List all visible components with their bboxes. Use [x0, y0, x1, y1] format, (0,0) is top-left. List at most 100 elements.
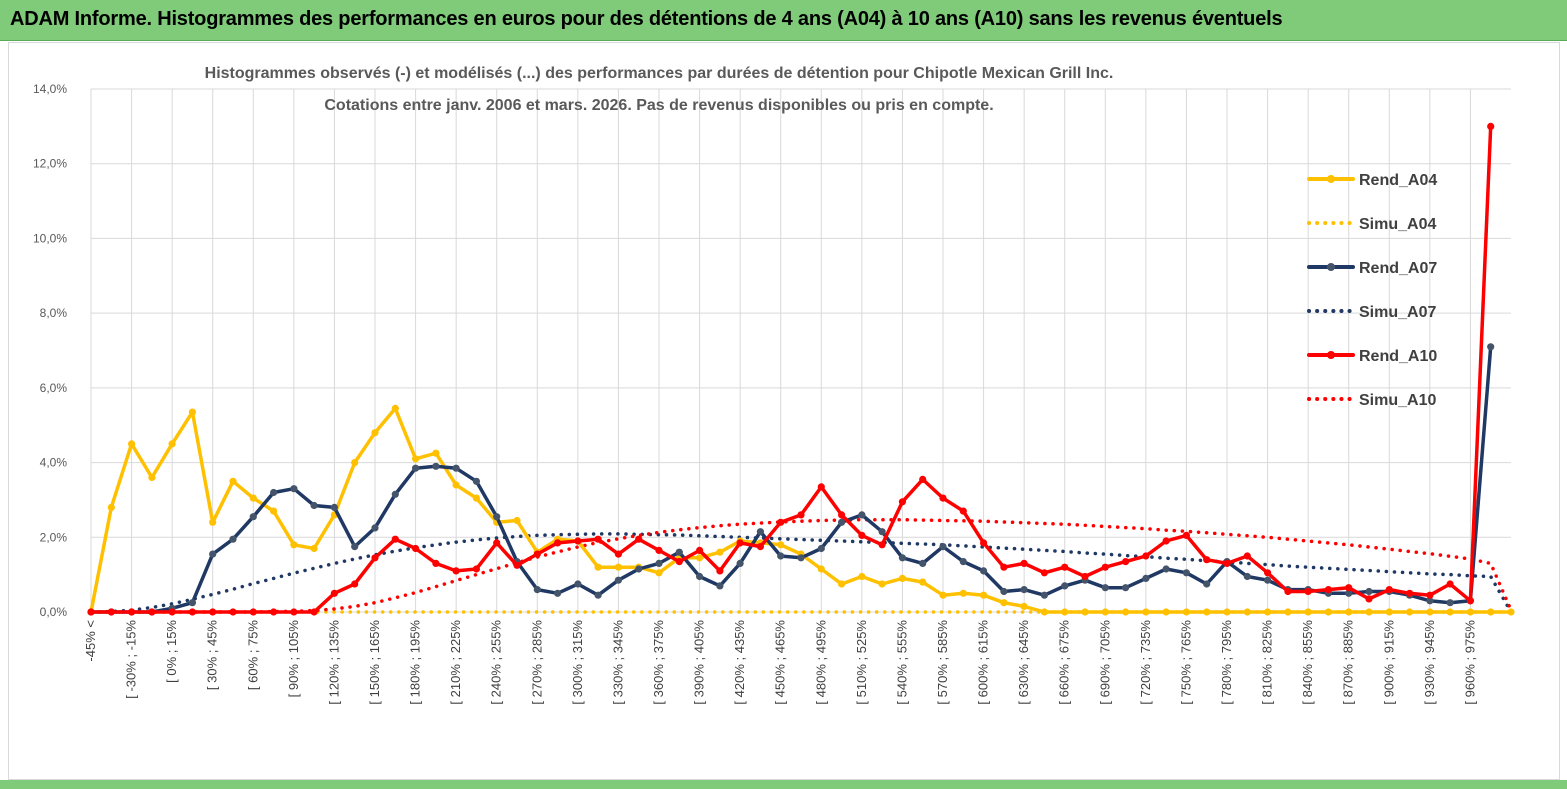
data-point-rend-a07 — [391, 490, 399, 498]
y-tick-label: 2,0% — [40, 530, 68, 544]
data-point-rend-a07 — [412, 464, 420, 472]
data-point-rend-a07 — [249, 513, 257, 521]
data-point-rend-a10 — [1304, 587, 1312, 596]
y-tick-label: 12,0% — [33, 157, 67, 171]
y-tick-label: 8,0% — [40, 306, 68, 320]
data-point-rend-a10 — [1061, 563, 1069, 571]
data-point-rend-a04 — [391, 404, 399, 412]
data-point-rend-a10 — [736, 539, 744, 547]
x-tick-label: [ 810% ; 825% — [1260, 620, 1275, 705]
data-point-rend-a07 — [838, 518, 846, 526]
x-tick-label: [ 630% ; 645% — [1016, 620, 1031, 705]
data-point-rend-a10 — [1426, 591, 1434, 599]
data-point-rend-a10 — [168, 608, 176, 616]
x-tick-label: [ 900% ; 915% — [1381, 620, 1396, 705]
data-point-rend-a10 — [1182, 531, 1190, 539]
data-point-rend-a04 — [716, 548, 724, 556]
data-point-rend-a10 — [229, 608, 237, 616]
data-point-rend-a10 — [939, 494, 947, 502]
data-point-rend-a10 — [432, 559, 440, 568]
data-point-rend-a04 — [1000, 599, 1008, 607]
data-point-rend-a10 — [1487, 122, 1495, 130]
chart-svg: 0,0% 2,0% 4,0% 6,0% 8,0% 10,0% 12,0% 14,0% -45%… — [33, 65, 1515, 705]
data-point-rend-a04 — [939, 591, 947, 599]
data-point-rend-a10 — [1223, 559, 1231, 568]
data-point-rend-a04 — [838, 580, 846, 588]
legend-label-simu-a10: Simu_A10 — [1359, 392, 1436, 409]
data-point-rend-a07 — [939, 543, 947, 551]
data-point-rend-a04 — [188, 408, 196, 416]
data-point-rend-a07 — [290, 485, 298, 493]
data-point-rend-a07 — [310, 501, 318, 510]
data-point-rend-a04 — [1446, 608, 1454, 616]
data-point-rend-a10 — [1284, 587, 1292, 596]
data-point-rend-a10 — [493, 539, 501, 547]
data-point-rend-a10 — [696, 546, 704, 554]
x-tick-label: [ 210% ; 225% — [448, 620, 463, 705]
x-tick-label: [ 750% ; 765% — [1178, 620, 1193, 705]
y-tick-label: 10,0% — [33, 231, 67, 245]
data-point-rend-a10 — [797, 511, 805, 519]
data-point-rend-a04 — [1122, 608, 1130, 616]
data-point-rend-a04 — [209, 518, 217, 526]
data-point-rend-a10 — [878, 541, 886, 549]
data-point-rend-a04 — [1061, 608, 1069, 616]
y-tick-label: 0,0% — [40, 605, 68, 619]
data-point-rend-a10 — [148, 608, 156, 616]
data-point-rend-a04 — [432, 449, 440, 457]
data-point-rend-a07 — [635, 565, 643, 573]
data-point-rend-a04 — [1040, 608, 1048, 616]
data-point-rend-a04 — [168, 440, 176, 448]
data-point-rend-a04 — [128, 440, 136, 448]
data-point-rend-a10 — [756, 543, 765, 551]
data-point-rend-a10 — [1203, 556, 1211, 564]
data-point-rend-a10 — [1101, 563, 1109, 571]
data-point-rend-a10 — [1142, 552, 1150, 560]
data-point-rend-a04 — [1142, 608, 1150, 616]
data-point-rend-a10 — [128, 608, 136, 616]
y-tick-label: 6,0% — [40, 381, 68, 395]
data-point-rend-a10 — [1162, 537, 1170, 545]
data-point-rend-a04 — [614, 563, 623, 571]
data-point-rend-a07 — [777, 552, 785, 560]
data-point-rend-a10 — [1122, 558, 1130, 566]
data-point-rend-a10 — [1345, 584, 1353, 592]
x-tick-label: [ 780% ; 795% — [1219, 620, 1234, 705]
data-point-rend-a07 — [1243, 572, 1251, 581]
data-point-rend-a04 — [878, 580, 886, 588]
data-point-rend-a10 — [290, 608, 298, 616]
x-tick-label: [ 270% ; 285% — [529, 620, 544, 705]
data-point-rend-a07 — [330, 503, 338, 511]
x-tick-label: [ 390% ; 405% — [692, 620, 707, 705]
series-line-simu-a07 — [89, 532, 1513, 614]
legend-marker — [1327, 263, 1335, 271]
data-point-rend-a10 — [87, 608, 95, 616]
data-point-rend-a04 — [1426, 608, 1434, 616]
data-point-rend-a04 — [472, 494, 480, 502]
chart-subtitle: Cotations entre janv. 2006 et mars. 2026… — [324, 97, 993, 114]
data-point-rend-a07 — [817, 544, 825, 553]
data-point-rend-a10 — [472, 565, 480, 573]
x-tick-label: [ 660% ; 675% — [1057, 620, 1072, 705]
data-point-rend-a10 — [1324, 586, 1332, 594]
data-point-rend-a04 — [777, 541, 785, 549]
x-tick-label: [ 930% ; 945% — [1422, 620, 1437, 705]
data-point-rend-a04 — [229, 477, 237, 485]
data-point-rend-a07 — [959, 558, 967, 566]
data-point-rend-a07 — [1264, 576, 1272, 584]
data-point-rend-a04 — [1385, 608, 1393, 616]
x-tick-label: [ 540% ; 555% — [894, 620, 909, 705]
data-point-rend-a10 — [249, 608, 257, 616]
data-point-rend-a10 — [614, 550, 623, 558]
x-tick-label: [ 480% ; 495% — [813, 620, 828, 705]
data-point-rend-a07 — [878, 528, 886, 536]
data-point-rend-a10 — [1385, 586, 1393, 594]
data-point-rend-a04 — [1243, 608, 1251, 616]
data-point-rend-a10 — [574, 537, 582, 545]
x-tick-label: [ 450% ; 465% — [773, 620, 788, 705]
data-point-rend-a10 — [107, 608, 115, 616]
data-point-rend-a04 — [1223, 608, 1231, 616]
data-point-rend-a10 — [1446, 580, 1454, 588]
data-point-rend-a04 — [1365, 608, 1373, 616]
x-tick-label: [ 180% ; 195% — [408, 620, 423, 705]
